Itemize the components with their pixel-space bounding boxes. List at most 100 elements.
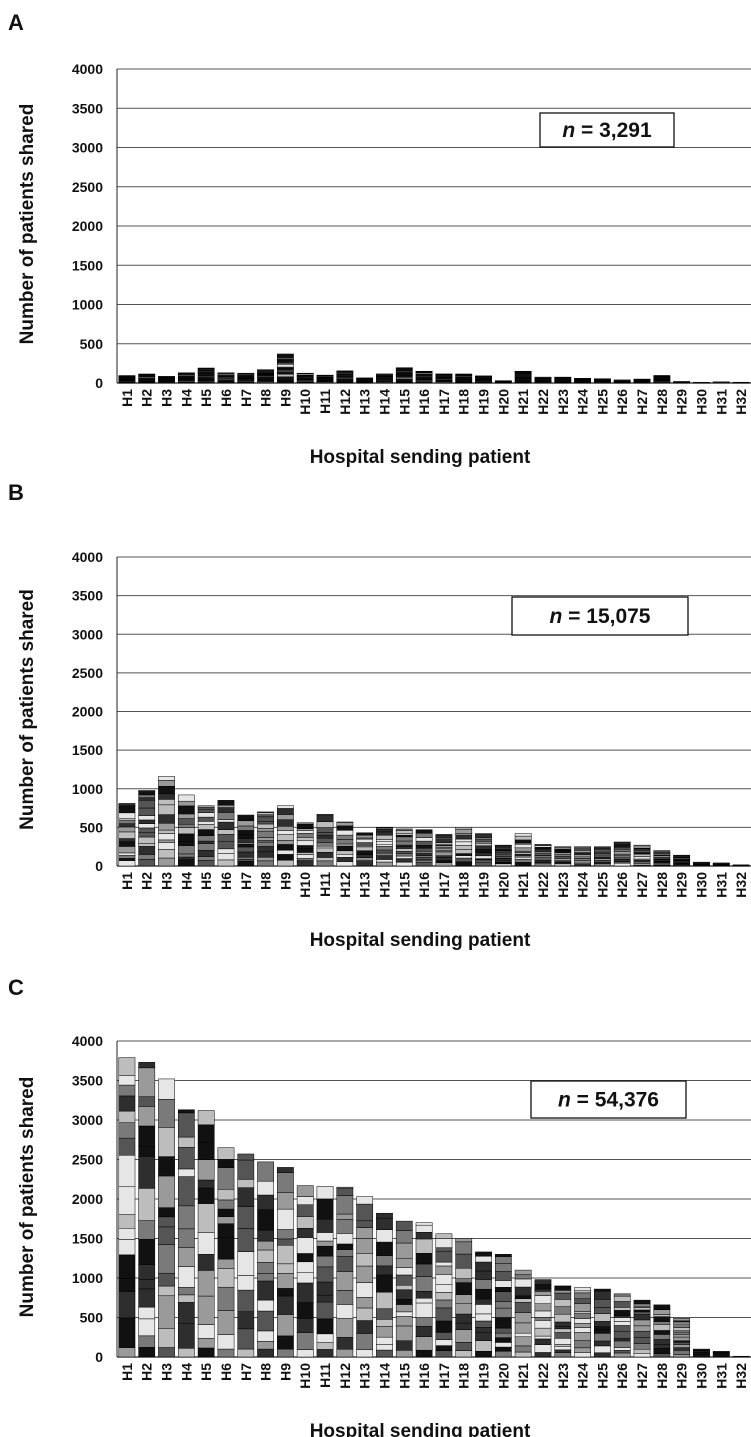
- bar-segment: [277, 1288, 294, 1297]
- bar-segment: [237, 842, 255, 845]
- bar-segment: [336, 1337, 354, 1350]
- x-tick-label: H26: [614, 872, 630, 898]
- bar-segment: [574, 1340, 591, 1349]
- bar-h30: [693, 861, 710, 867]
- bar-segment: [633, 1349, 651, 1354]
- bar-h32: [732, 381, 750, 384]
- y-tick-label: 500: [80, 819, 104, 835]
- bar-segment: [494, 1327, 512, 1334]
- bar-segment: [118, 855, 136, 859]
- bar-segment: [296, 824, 314, 829]
- n-annotation-symbol: n: [550, 605, 563, 628]
- bar-segment: [673, 1347, 691, 1352]
- x-tick-label: H29: [674, 872, 690, 898]
- bar-h2: [138, 1062, 156, 1358]
- bar-segment: [732, 864, 750, 866]
- bar-segment: [296, 837, 314, 842]
- bar-segment: [296, 1185, 314, 1197]
- bar-h21: [514, 833, 532, 867]
- x-tick-label: H5: [198, 1363, 214, 1381]
- bar-segment: [574, 378, 591, 380]
- bar-segment: [574, 1352, 591, 1358]
- bar-segment: [455, 373, 473, 375]
- bar-segment: [138, 1288, 156, 1308]
- bar-segment: [613, 1321, 631, 1326]
- x-tick-label: H32: [733, 1363, 749, 1389]
- bar-segment: [316, 374, 334, 376]
- x-tick-label: H8: [258, 1363, 274, 1381]
- bar-segment: [494, 380, 512, 382]
- bar-segment: [118, 826, 136, 833]
- bar-segment: [633, 844, 651, 847]
- bar-segment: [653, 862, 671, 866]
- x-tick-label: H7: [238, 389, 254, 407]
- bar-segment: [336, 825, 354, 831]
- bar-segment: [395, 1298, 413, 1305]
- bar-segment: [475, 839, 492, 843]
- bar-segment: [237, 372, 255, 375]
- bar-segment: [673, 1344, 691, 1348]
- bar-h10: [296, 1185, 314, 1358]
- bar-segment: [415, 832, 433, 838]
- bar-segment: [395, 1257, 413, 1268]
- bar-segment: [455, 1322, 473, 1330]
- bar-segment: [435, 1261, 453, 1267]
- x-tick-label: H11: [317, 1363, 333, 1388]
- bar-segment: [475, 1270, 492, 1280]
- bar-segment: [376, 831, 393, 836]
- bar-segment: [574, 1313, 591, 1319]
- bar-segment: [316, 1232, 334, 1242]
- bar-segment: [395, 1220, 413, 1231]
- x-tick-label: H18: [456, 872, 472, 898]
- bar-segment: [653, 1324, 671, 1331]
- bar-segment: [296, 830, 314, 834]
- bar-segment: [237, 860, 255, 867]
- bar-segment: [534, 376, 552, 378]
- bar-segment: [534, 1352, 552, 1358]
- bar-segment: [435, 851, 453, 856]
- bar-segment: [138, 1335, 156, 1348]
- bar-h3: [158, 376, 175, 384]
- x-axis-title: Hospital sending patient: [310, 447, 531, 468]
- bar-segment: [514, 1278, 532, 1288]
- bar-segment: [237, 1179, 255, 1188]
- bar-h24: [574, 1287, 591, 1358]
- bar-segment: [514, 839, 532, 843]
- bar-segment: [158, 1328, 175, 1348]
- bar-segment: [118, 818, 136, 821]
- bar-segment: [296, 833, 314, 838]
- bar-segment: [316, 847, 334, 853]
- bar-segment: [514, 858, 532, 863]
- bar-segment: [257, 830, 274, 838]
- bar-segment: [138, 1096, 156, 1107]
- bar-segment: [316, 1294, 334, 1303]
- bar-h11: [316, 374, 334, 384]
- bar-segment: [554, 1306, 572, 1315]
- bar-segment: [336, 857, 354, 862]
- bar-segment: [475, 1288, 492, 1300]
- x-tick-label: H16: [416, 389, 432, 415]
- x-tick-label: H9: [277, 389, 293, 407]
- bar-segment: [376, 852, 393, 856]
- x-tick-label: H10: [297, 389, 313, 415]
- bar-segment: [613, 1338, 631, 1342]
- bar-segment: [395, 1311, 413, 1317]
- bar-segment: [257, 1341, 274, 1350]
- bar-segment: [177, 859, 195, 867]
- bar-segment: [277, 1335, 294, 1350]
- bar-segment: [475, 833, 492, 835]
- x-tick-label: H23: [555, 1363, 571, 1389]
- bar-segment: [296, 861, 314, 867]
- bar-segment: [118, 831, 136, 839]
- bar-segment: [395, 830, 413, 834]
- bar-segment: [415, 857, 433, 860]
- bar-segment: [475, 862, 492, 867]
- bar-segment: [138, 797, 156, 801]
- bar-h8: [257, 369, 274, 384]
- bar-segment: [197, 840, 215, 844]
- bar-segment: [514, 1298, 532, 1303]
- bar-h9: [277, 353, 294, 384]
- bar-segment: [197, 1179, 215, 1189]
- bar-segment: [435, 1265, 453, 1275]
- bar-segment: [395, 828, 413, 831]
